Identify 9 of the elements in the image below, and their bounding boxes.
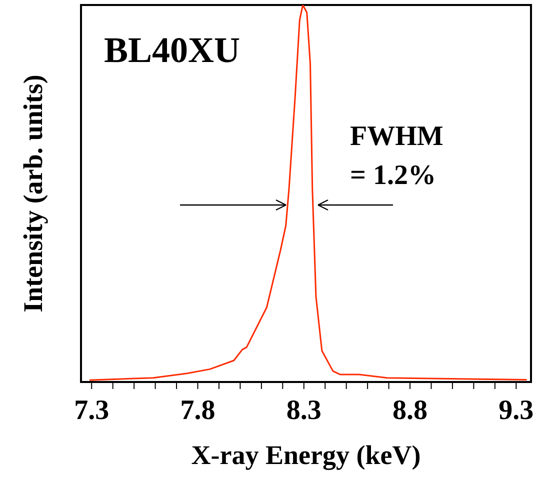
y-axis-title: Intensity (arb. units)	[18, 74, 48, 312]
x-axis-title: X-ray Energy (keV)	[191, 440, 421, 470]
x-tick-label: 7.8	[180, 394, 216, 426]
x-tick-label: 7.3	[74, 394, 110, 426]
x-tick-label: 9.3	[498, 394, 534, 426]
x-tick-label: 8.3	[286, 394, 322, 426]
x-tick-label: 8.8	[392, 394, 428, 426]
annotation: BL40XU	[104, 30, 240, 70]
annotation: FWHM = 1.2%	[350, 121, 444, 191]
